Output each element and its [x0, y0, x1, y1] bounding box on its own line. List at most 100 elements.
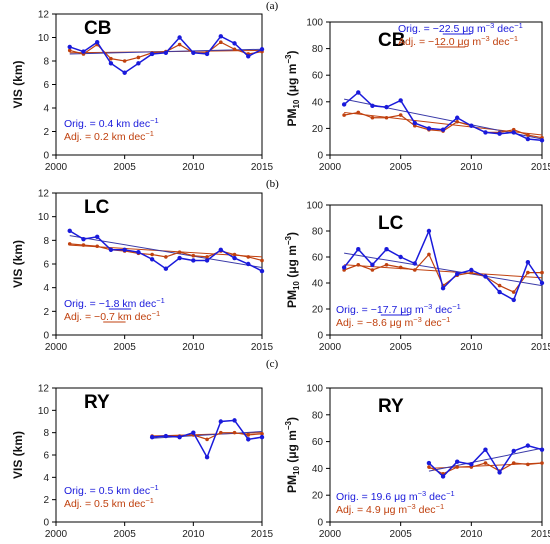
- orig-data-point: [177, 255, 182, 261]
- x-tick-label: 2000: [45, 162, 68, 173]
- orig-data-point: [246, 437, 251, 442]
- adj-data-point: [109, 56, 113, 61]
- x-tick-label: 2010: [460, 529, 483, 540]
- x-tick-label: 2000: [45, 342, 68, 353]
- adj-data-point: [177, 250, 182, 254]
- adj-data-point: [526, 462, 530, 467]
- orig-data-point: [426, 228, 432, 234]
- adj-annotation-superscript: −1: [145, 496, 154, 505]
- adj-data-point: [413, 268, 417, 272]
- adj-data-point: [483, 461, 488, 465]
- adj-data-point: [342, 113, 346, 117]
- adj-data-point: [136, 55, 141, 60]
- y-tick-label: 2: [43, 495, 49, 506]
- orig-annotation-text: dec: [426, 491, 446, 503]
- adj-data-point: [164, 255, 168, 259]
- site-name: CB: [378, 30, 405, 51]
- orig-data-point: [469, 267, 474, 273]
- orig-data-point: [525, 443, 531, 448]
- x-tick-label: 2010: [460, 162, 483, 173]
- y-tick-label: 0: [317, 331, 323, 342]
- adj-annotation-text: Adj. = −8.6 μg m: [336, 317, 414, 329]
- orig-trend-annotation: Orig. = −17.7 μg m−3 dec−1: [336, 302, 461, 316]
- orig-data-point: [497, 470, 502, 475]
- y-tick-label: 80: [312, 410, 324, 421]
- y-tick-label: 100: [306, 384, 323, 395]
- adj-data-point: [455, 119, 460, 124]
- orig-data-point: [163, 50, 169, 55]
- orig-data-point: [149, 51, 155, 57]
- x-tick-label: 2005: [390, 162, 413, 173]
- x-tick-label: 2005: [114, 529, 137, 540]
- orig-data-point: [426, 126, 432, 131]
- y-axis-title-text: (μg m: [285, 64, 299, 100]
- site-name: LC: [84, 197, 110, 218]
- plot-frame: [329, 387, 543, 523]
- adj-data-point: [398, 265, 403, 270]
- y-tick-label: 8: [43, 428, 49, 439]
- orig-data-point: [497, 131, 502, 136]
- orig-trend-line: [69, 235, 263, 269]
- plot-frame: [329, 21, 543, 156]
- adj-trend-annotation: Adj. = 0.2 km dec−1: [64, 129, 154, 143]
- orig-annotation-text: dec: [432, 304, 452, 316]
- adj-data-point: [455, 465, 460, 469]
- orig-data-point: [163, 266, 169, 271]
- adj-annotation-text: Adj. = 0.5 km dec: [64, 498, 145, 510]
- orig-data-point: [246, 261, 251, 267]
- x-tick-label: 2005: [390, 342, 413, 353]
- orig-data-point: [136, 61, 141, 66]
- orig-annotation-superscript: −1: [150, 116, 159, 125]
- adj-annotation-text: Adj. = 0.2 km dec: [64, 131, 145, 143]
- y-tick-label: 0: [43, 518, 49, 529]
- adj-annotation-superscript: −1: [152, 309, 161, 318]
- y-tick-label: 2: [43, 127, 49, 138]
- y-axis-title-subscript: 10: [292, 281, 301, 290]
- y-tick-label: 8: [43, 57, 49, 68]
- x-tick-label: 2010: [182, 342, 205, 353]
- orig-data-point: [67, 228, 72, 234]
- orig-data-point: [341, 265, 347, 270]
- orig-annotation-superscript: −1: [452, 302, 461, 311]
- y-tick-label: 10: [38, 33, 50, 44]
- orig-data-point: [218, 34, 223, 39]
- adj-data-point: [370, 115, 375, 120]
- adj-annotation-text: Adj. = −0.7 km dec: [64, 311, 152, 323]
- orig-data-point: [136, 249, 141, 255]
- adj-data-point: [356, 110, 361, 115]
- y-tick-label: 6: [43, 451, 49, 462]
- adj-trend-annotation: Adj. = 4.9 μg m−3 dec−1: [336, 502, 444, 516]
- orig-annotation-superscript: −1: [156, 296, 165, 305]
- adj-annotation-text: Adj. = −12.0 μg m: [398, 36, 481, 48]
- y-tick-label: 40: [312, 464, 324, 475]
- adj-data-point: [511, 290, 516, 294]
- y-axis-title-subscript: 10: [292, 466, 301, 475]
- orig-data-point: [177, 434, 182, 440]
- orig-data-point: [232, 418, 237, 423]
- y-tick-label: 100: [306, 201, 323, 212]
- y-axis-title: VIS (km): [11, 60, 25, 108]
- orig-data-point: [455, 459, 460, 464]
- orig-data-point: [525, 136, 531, 142]
- y-tick-label: 60: [312, 71, 324, 82]
- x-tick-label: 2000: [319, 529, 342, 540]
- orig-data-point: [356, 247, 361, 252]
- adj-data-point: [95, 244, 99, 249]
- orig-annotation-superscript: −3: [486, 21, 495, 30]
- orig-annotation-superscript: −3: [424, 302, 433, 311]
- adj-data-point: [398, 113, 403, 117]
- adj-annotation-superscript: −3: [407, 502, 416, 511]
- orig-data-point: [384, 104, 389, 110]
- orig-data-point: [163, 433, 169, 439]
- adj-data-point: [384, 263, 389, 267]
- x-tick-label: 2015: [531, 162, 550, 173]
- orig-data-point: [455, 115, 460, 120]
- y-tick-label: 60: [312, 437, 324, 448]
- orig-trend-line: [428, 447, 543, 472]
- adj-data-point: [526, 270, 530, 275]
- y-axis-title-text: (μg m: [285, 430, 299, 466]
- y-tick-label: 60: [312, 253, 324, 264]
- adj-data-point: [356, 263, 361, 267]
- y-tick-label: 6: [43, 80, 49, 91]
